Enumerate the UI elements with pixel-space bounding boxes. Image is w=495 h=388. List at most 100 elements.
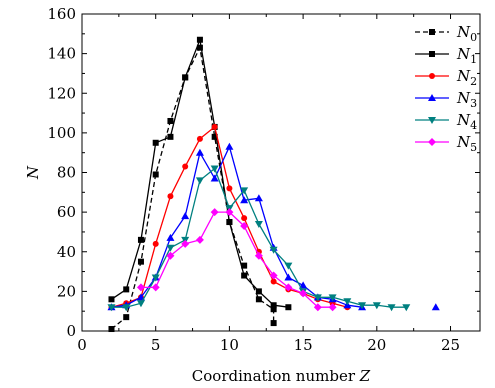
data-point-n5 — [313, 303, 322, 312]
x-tick-label: 5 — [151, 336, 161, 354]
axes: 0 5 10 15 20 25 0 20 40 60 80 100 120 140 160 — [47, 5, 481, 354]
data-point-n5 — [299, 289, 308, 298]
data-point-n4 — [358, 302, 367, 310]
data-point-n5 — [166, 251, 175, 260]
data-point-n4 — [136, 300, 145, 308]
data-point-n1 — [226, 219, 233, 226]
data-point-n5 — [210, 208, 219, 217]
series-n1 — [108, 36, 292, 311]
y-tick-label: 0 — [66, 322, 76, 340]
data-point-n3 — [195, 148, 204, 156]
legend-entry-n5: N5 — [415, 133, 477, 154]
y-axis-label: N — [24, 165, 42, 180]
data-point-n1 — [196, 36, 203, 43]
data-point-n4 — [284, 262, 293, 270]
data-point-n0 — [123, 314, 130, 321]
data-point-n3 — [240, 196, 249, 204]
legend-entry-n0: N0 — [415, 23, 477, 44]
data-point-n3 — [181, 212, 190, 220]
data-point-n1 — [152, 139, 159, 146]
data-point-n0 — [211, 133, 218, 140]
y-tick-label: 160 — [47, 5, 76, 23]
data-point-n5 — [181, 239, 190, 248]
data-point-n0 — [196, 44, 203, 51]
x-tick-label: 0 — [77, 336, 87, 354]
legend-label: N3 — [456, 89, 477, 110]
legend-marker — [428, 117, 436, 124]
data-point-n5 — [136, 283, 145, 292]
x-tick-label: 20 — [367, 336, 386, 354]
data-point-n2 — [226, 185, 233, 192]
data-point-n2 — [167, 193, 174, 200]
data-point-n2 — [241, 215, 248, 222]
legend-label: N5 — [456, 133, 477, 154]
data-point-n5 — [269, 271, 278, 280]
data-point-n1 — [167, 133, 174, 140]
legend-entry-n3: N3 — [415, 89, 477, 110]
data-point-n1 — [285, 304, 292, 311]
legend-marker — [429, 51, 435, 57]
data-point-n3 — [284, 273, 293, 281]
series-layer — [107, 36, 440, 333]
series-n0 — [108, 44, 277, 333]
data-point-n3 — [254, 194, 263, 202]
series-line-n0 — [111, 47, 275, 330]
series-n3 — [107, 142, 367, 311]
legend-entry-n4: N4 — [415, 111, 477, 132]
data-point-n1 — [270, 302, 277, 309]
data-point-n4 — [122, 304, 131, 312]
legend-entry-n1: N1 — [415, 45, 477, 66]
series-n5 — [136, 208, 337, 312]
x-axis-label: Coordination number Z — [192, 367, 371, 385]
data-point-n5 — [195, 235, 204, 244]
y-tick-label: 120 — [47, 84, 76, 102]
data-point-n1 — [123, 286, 130, 293]
data-point-n1 — [108, 296, 115, 303]
y-tick-label: 80 — [57, 164, 76, 182]
data-point-n5 — [328, 303, 337, 312]
data-point-n1 — [182, 74, 189, 81]
data-point-n4 — [269, 246, 278, 254]
data-point-n4 — [240, 187, 249, 195]
data-point-n5 — [240, 221, 249, 230]
data-point-n4 — [372, 302, 381, 310]
data-point-n4 — [107, 304, 116, 312]
legend-marker — [428, 94, 436, 101]
data-point-n5 — [225, 208, 234, 217]
y-tick-label: 20 — [57, 282, 76, 300]
data-point-n4 — [151, 274, 160, 282]
data-point-n4 — [166, 244, 175, 252]
data-point-n0 — [108, 326, 115, 333]
plot-frame — [81, 13, 481, 332]
legend-marker — [428, 138, 436, 146]
data-point-n0 — [137, 258, 144, 265]
series-n4 — [107, 165, 411, 312]
legend-marker — [429, 73, 435, 79]
legend-label: N4 — [456, 111, 477, 132]
series-line-n3 — [111, 146, 363, 308]
legend-label: N1 — [456, 45, 477, 66]
data-point-n1 — [241, 272, 248, 279]
y-tick-label: 60 — [57, 203, 76, 221]
data-point-n0 — [167, 117, 174, 124]
data-point-n3 — [166, 233, 175, 241]
data-point-n3 — [431, 303, 440, 311]
data-point-n0 — [270, 320, 277, 327]
data-point-n2 — [196, 135, 203, 142]
y-tick-label: 100 — [47, 124, 76, 142]
data-point-n1 — [255, 288, 262, 295]
data-point-n0 — [152, 171, 159, 178]
data-point-n4 — [313, 294, 322, 302]
x-tick-label: 10 — [220, 336, 239, 354]
data-point-n4 — [195, 177, 204, 185]
data-point-n5 — [284, 283, 293, 292]
series-line-n1 — [111, 39, 289, 308]
data-point-n5 — [254, 251, 263, 260]
data-point-n5 — [151, 283, 160, 292]
x-tick-label: 15 — [294, 336, 313, 354]
data-point-n2 — [211, 123, 218, 130]
legend-entry-n2: N2 — [415, 67, 477, 88]
legend-label: N2 — [456, 67, 477, 88]
